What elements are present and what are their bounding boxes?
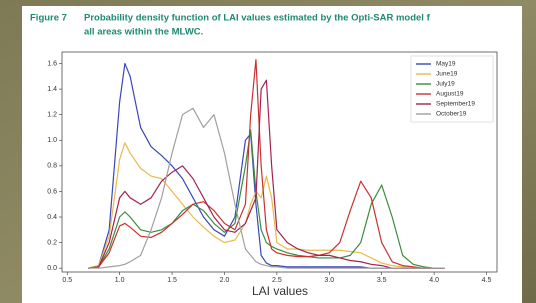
legend-label: July19 <box>436 81 455 88</box>
figure-label: Figure 7 <box>30 13 67 24</box>
x-tick-label: 2.5 <box>272 277 282 284</box>
y-tick-label: 0.0 <box>47 265 57 272</box>
x-tick-label: 4.5 <box>482 277 492 284</box>
y-tick-label: 1.2 <box>47 112 57 119</box>
figure: Figure 7 Probability density function of… <box>0 0 536 303</box>
x-tick-label: 3.5 <box>377 277 387 284</box>
chart-title: Probability density function of LAI valu… <box>84 13 431 24</box>
y-tick-label: 0.6 <box>47 188 57 195</box>
y-tick-label: 1.6 <box>47 60 57 67</box>
x-tick-label: 2.0 <box>220 277 230 284</box>
y-tick-label: 0.8 <box>47 163 57 170</box>
figure-panel <box>22 6 522 303</box>
y-tick-label: 1.0 <box>47 137 57 144</box>
legend-label: August19 <box>436 91 464 98</box>
x-tick-label: 0.5 <box>62 277 72 284</box>
legend-label: October19 <box>436 111 467 118</box>
legend-label: May19 <box>436 61 456 68</box>
x-axis-label: LAI values <box>252 284 308 298</box>
chart-subtitle: all areas within the MLWC. <box>84 27 203 38</box>
y-tick-label: 1.4 <box>47 86 57 93</box>
legend-label: June19 <box>436 71 458 78</box>
legend-label: September19 <box>436 101 475 108</box>
x-tick-label: 1.5 <box>167 277 177 284</box>
y-tick-label: 0.2 <box>47 239 57 246</box>
x-tick-label: 4.0 <box>429 277 439 284</box>
x-tick-label: 1.0 <box>115 277 125 284</box>
x-tick-label: 3.0 <box>324 277 334 284</box>
y-tick-label: 0.4 <box>47 214 57 221</box>
